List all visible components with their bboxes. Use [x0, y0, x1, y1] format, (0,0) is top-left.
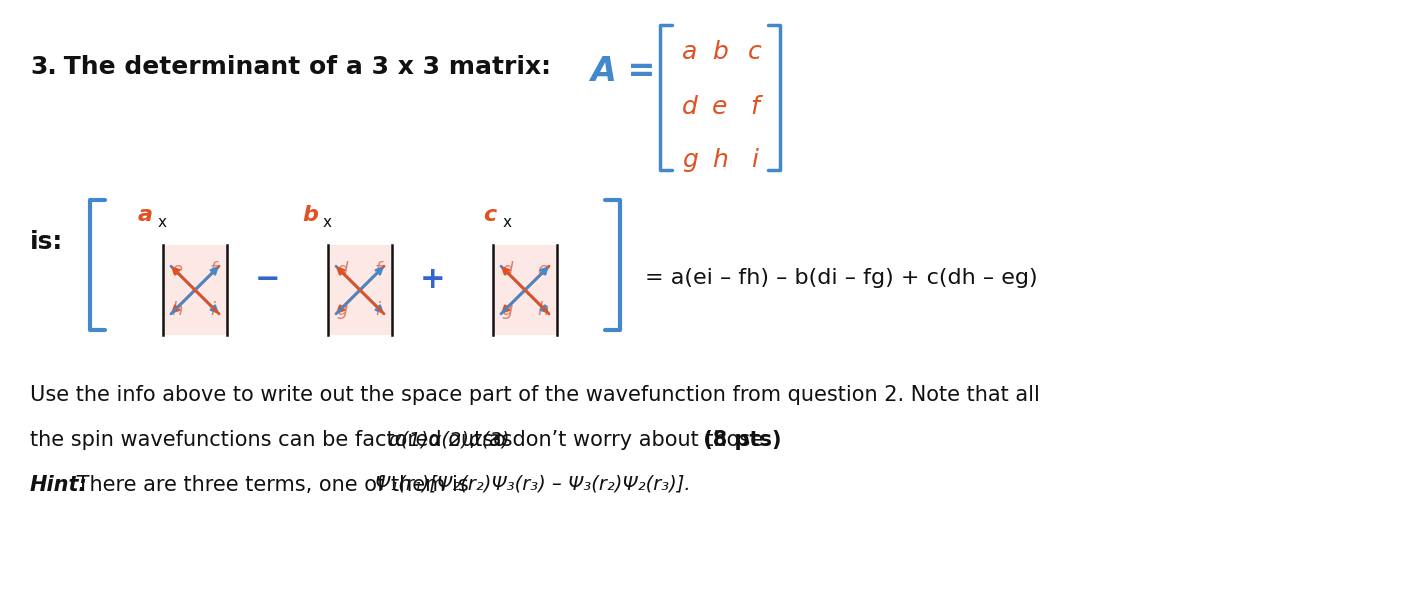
Bar — [328, 245, 392, 335]
Text: 3.: 3. — [30, 55, 57, 79]
Text: −: − — [255, 266, 280, 295]
Bar — [164, 245, 228, 335]
Text: x: x — [158, 215, 166, 230]
Text: h: h — [538, 301, 549, 319]
Text: The determinant of a 3 x 3 matrix:: The determinant of a 3 x 3 matrix: — [55, 55, 550, 79]
Text: e: e — [172, 261, 182, 279]
Text: is:: is: — [30, 230, 63, 254]
Text: f: f — [375, 261, 381, 279]
Text: i: i — [751, 148, 758, 172]
Text: g: g — [337, 301, 348, 319]
Text: x: x — [323, 215, 331, 230]
Text: α(1)α(2)α(3): α(1)α(2)α(3) — [388, 430, 510, 449]
Text: b: b — [301, 205, 319, 225]
Text: A =: A = — [590, 55, 656, 88]
Text: f: f — [751, 95, 759, 119]
Text: i: i — [375, 301, 381, 319]
Text: Use the info above to write out the space part of the wavefunction from question: Use the info above to write out the spac… — [30, 385, 1039, 405]
Text: d: d — [683, 95, 698, 119]
Text: f: f — [210, 261, 216, 279]
Text: There are three terms, one of them is: There are three terms, one of them is — [71, 475, 476, 495]
Text: a: a — [683, 40, 698, 64]
Text: , so don’t worry about those.: , so don’t worry about those. — [469, 430, 771, 450]
Text: h: h — [171, 301, 182, 319]
Text: d: d — [337, 261, 348, 279]
Text: Hint:: Hint: — [30, 475, 88, 495]
Text: (8 pts): (8 pts) — [695, 430, 781, 450]
Text: i: i — [210, 301, 216, 319]
Text: the spin wavefunctions can be factored out as: the spin wavefunctions can be factored o… — [30, 430, 519, 450]
Text: h: h — [712, 148, 728, 172]
Text: x: x — [503, 215, 512, 230]
Text: c: c — [483, 205, 496, 225]
Text: g: g — [683, 148, 698, 172]
Text: a: a — [138, 205, 152, 225]
Text: b: b — [712, 40, 728, 64]
Text: e: e — [712, 95, 728, 119]
Text: +: + — [419, 266, 447, 295]
Text: d: d — [502, 261, 513, 279]
Text: e: e — [538, 261, 549, 279]
Text: Ψ₁(r₁)[Ψ₂(r₂)Ψ₃(r₃) – Ψ₃(r₂)Ψ₂(r₃)].: Ψ₁(r₁)[Ψ₂(r₂)Ψ₃(r₃) – Ψ₃(r₂)Ψ₂(r₃)]. — [375, 475, 690, 494]
Text: g: g — [502, 301, 513, 319]
Bar — [493, 245, 557, 335]
Text: = a(ei – fh) – b(di – fg) + c(dh – eg): = a(ei – fh) – b(di – fg) + c(dh – eg) — [646, 268, 1038, 288]
Text: c: c — [748, 40, 762, 64]
